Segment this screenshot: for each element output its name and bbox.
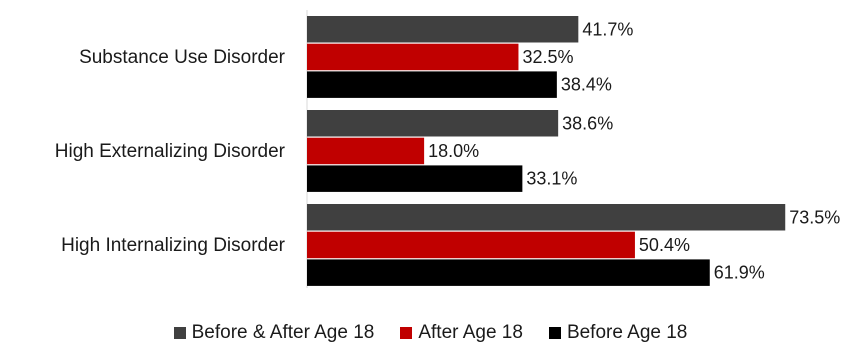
- data-label-high-internalizing-disorder-before-after-age-18: 73.5%: [789, 207, 840, 227]
- data-label-high-externalizing-disorder-before-after-age-18: 38.6%: [562, 113, 613, 133]
- bar-substance-use-disorder-before-age-18: [307, 71, 557, 98]
- data-label-substance-use-disorder-before-after-age-18: 41.7%: [582, 19, 633, 39]
- legend-swatch-before: [548, 327, 561, 339]
- bar-high-externalizing-disorder-after-age-18: [307, 137, 425, 165]
- data-label-high-internalizing-disorder-before-age-18: 61.9%: [714, 263, 765, 283]
- bar-high-externalizing-disorder-before-after-age-18: [307, 110, 559, 137]
- data-label-substance-use-disorder-after-age-18: 32.5%: [522, 47, 573, 67]
- legend-item-after: After Age 18: [400, 322, 523, 344]
- bar-high-internalizing-disorder-after-age-18: [307, 231, 635, 259]
- legend-item-before: Before Age 18: [548, 322, 688, 344]
- legend-swatch-before-and-after: [173, 327, 186, 339]
- bar-chart: Substance Use Disorder 41.7% 32.5% 38.4% Hig…: [55, 10, 842, 288]
- legend-label-before-and-after: Before & After Age 18: [191, 322, 375, 343]
- data-label-high-externalizing-disorder-before-age-18: 33.1%: [526, 169, 577, 189]
- legend-label-after: After Age 18: [418, 322, 523, 343]
- bar-substance-use-disorder-before-after-age-18: [307, 16, 579, 43]
- bar-high-internalizing-disorder-before-age-18: [307, 259, 710, 286]
- bar-high-externalizing-disorder-before-age-18: [307, 165, 523, 192]
- bar-high-internalizing-disorder-before-after-age-18: [307, 204, 786, 231]
- category-label-high-internalizing-disorder: High Internalizing Disorder: [61, 235, 286, 256]
- data-label-substance-use-disorder-before-age-18: 38.4%: [561, 75, 612, 95]
- legend-swatch-after: [400, 327, 413, 339]
- bar-substance-use-disorder-after-age-18: [307, 43, 519, 71]
- data-label-high-externalizing-disorder-after-age-18: 18.0%: [428, 141, 479, 161]
- legend-label-before: Before Age 18: [566, 322, 688, 343]
- data-label-high-internalizing-disorder-after-age-18: 50.4%: [639, 235, 690, 255]
- legend-item-before-and-after: Before & After Age 18: [173, 322, 375, 344]
- category-label-high-externalizing-disorder: High Externalizing Disorder: [55, 141, 286, 162]
- legend: Before & After Age 18 After Age 18 Befor…: [0, 318, 861, 348]
- category-label-substance-use-disorder: Substance Use Disorder: [79, 47, 286, 68]
